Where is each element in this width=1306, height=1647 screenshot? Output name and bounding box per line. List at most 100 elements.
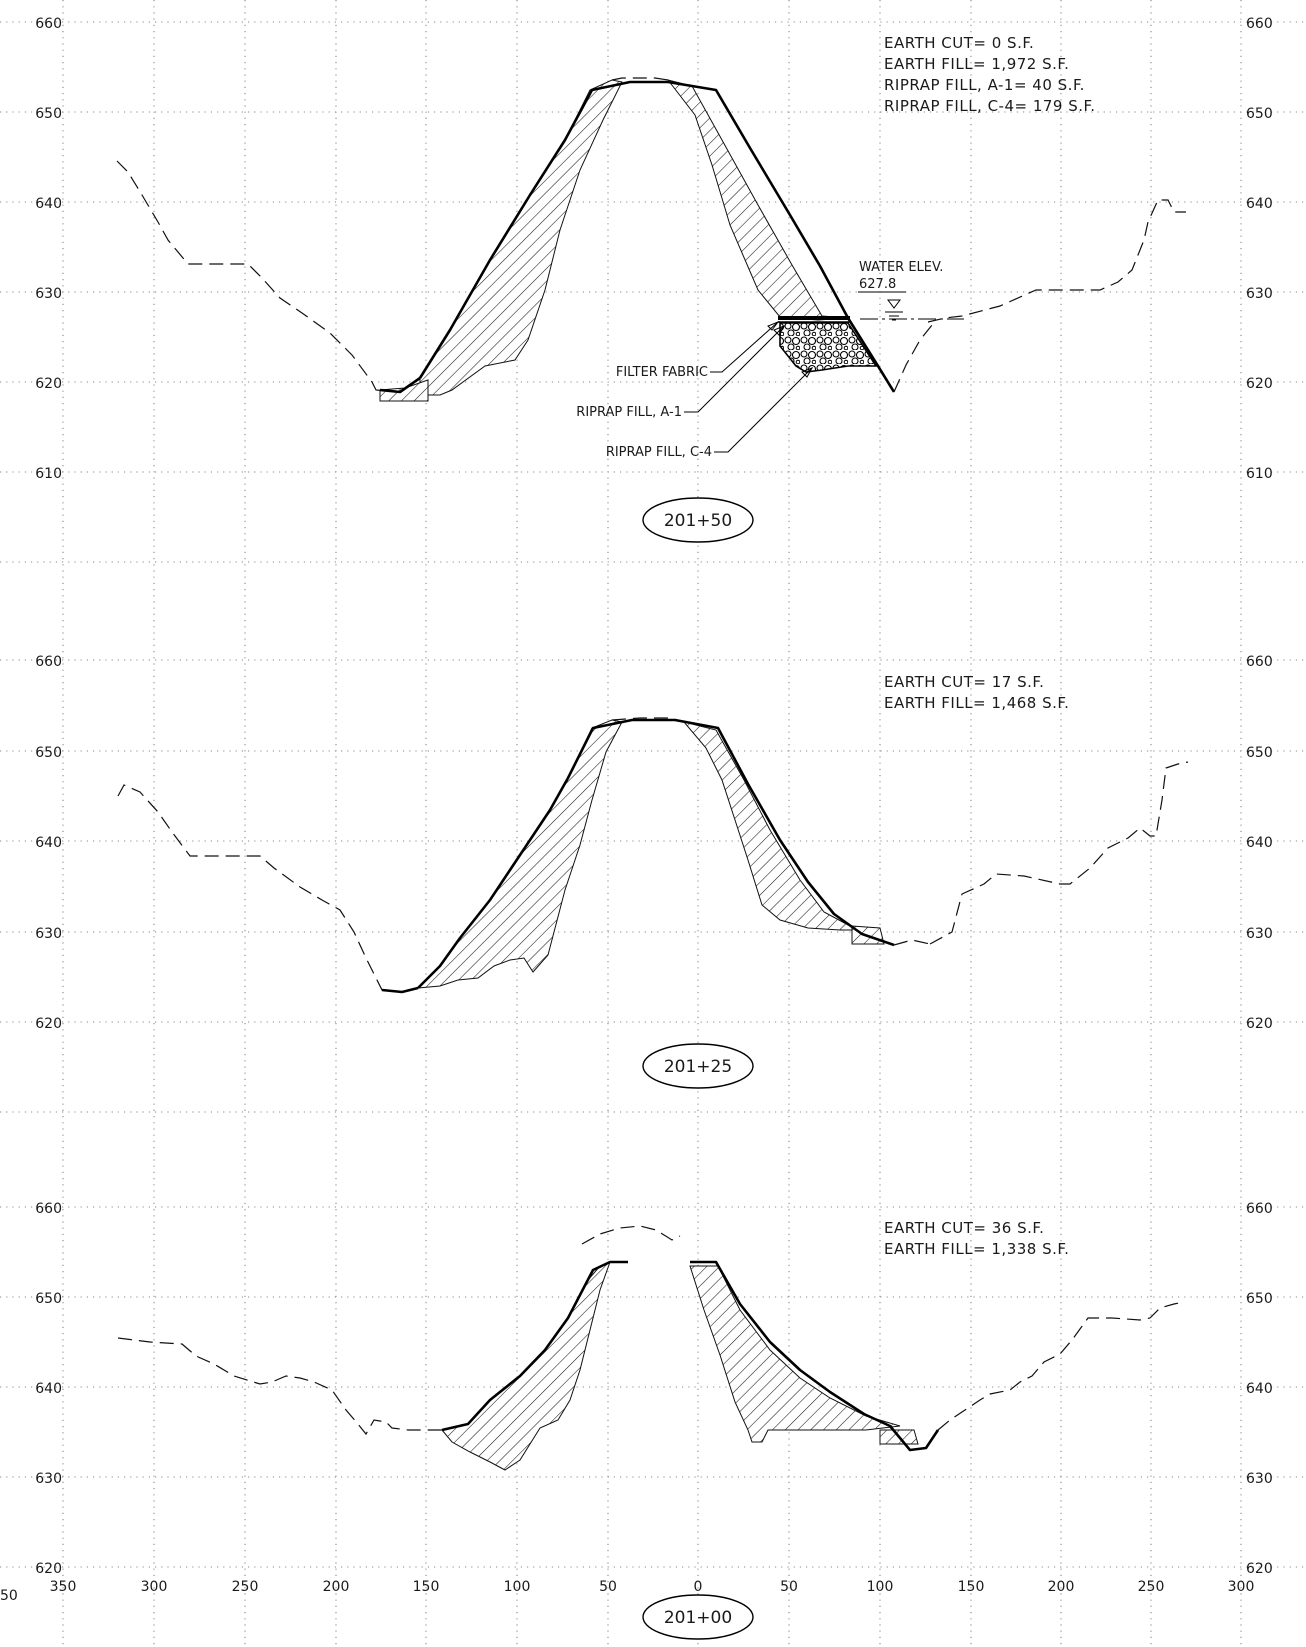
elevation-label: 620: [1246, 1561, 1273, 1577]
quantity-notes: EARTH CUT= 0 S.F. EARTH FILL= 1,972 S.F.…: [884, 34, 1096, 115]
offset-label: 250: [1138, 1579, 1165, 1595]
elevation-label: 640: [1246, 1381, 1273, 1397]
section-201-00-left-elevations: 660 650 640 630 620: [35, 1201, 62, 1577]
section-201-25-right-elevations: 660 650 640 630 620: [1246, 654, 1273, 1032]
station-bubble: [642, 1594, 754, 1640]
section-201-50: 660 650 640 630 620 610 660 650 640 630 …: [35, 16, 1273, 543]
offset-label: 100: [867, 1579, 894, 1595]
offset-label: 200: [1048, 1579, 1075, 1595]
section-201-00-right-elevations: 660 650 640 630 620: [1246, 1201, 1273, 1577]
elevation-label: 620: [35, 1561, 62, 1577]
offset-label: 300: [141, 1579, 168, 1595]
existing-ground-line: [116, 77, 1186, 393]
elevation-label: 640: [1246, 196, 1273, 212]
quantity-note: EARTH CUT= 0 S.F.: [884, 34, 1034, 52]
earth-fill-area: [441, 1261, 611, 1471]
leader-riprap-a1: [684, 325, 785, 413]
station-bubble: [642, 497, 754, 543]
elevation-label: 660: [1246, 16, 1273, 32]
water-elevation-label: WATER ELEV.: [859, 260, 943, 275]
offset-label: 100: [504, 1579, 531, 1595]
leader-filter-fabric: [710, 321, 779, 373]
elevation-label: 620: [1246, 376, 1273, 392]
quantity-notes: EARTH CUT= 36 S.F. EARTH FILL= 1,338 S.F…: [884, 1219, 1069, 1258]
elevation-label: 610: [35, 466, 62, 482]
existing-ground-line: [117, 1225, 1185, 1436]
earth-fill-area: [689, 1265, 901, 1443]
existing-ground-line: [893, 939, 931, 946]
elevation-label: 630: [35, 926, 62, 942]
elevation-label: 640: [35, 196, 62, 212]
elevation-label: 630: [35, 286, 62, 302]
earth-fill-area: [682, 721, 873, 931]
proposed-section-line: [381, 986, 419, 994]
offset-label: 50: [599, 1579, 617, 1595]
section-201-50-right-elevations: 660 650 640 630 620 610: [1246, 16, 1273, 482]
elevation-label: 660: [35, 654, 62, 670]
earth-fill-area: [666, 79, 849, 321]
station-label: 201+50: [664, 511, 732, 531]
elevation-label: 630: [1246, 286, 1273, 302]
elevation-label: 650: [35, 106, 62, 122]
elevation-label: 620: [1246, 1016, 1273, 1032]
section-201-25-left-elevations: 660 650 640 630 620: [35, 654, 62, 1032]
offset-axis: 350 300 250 200 150 100 50 0 50 100 150 …: [0, 1579, 1254, 1604]
proposed-section-line: [379, 376, 421, 394]
elevation-label: 630: [35, 1471, 62, 1487]
quantity-note: EARTH FILL= 1,468 S.F.: [884, 694, 1069, 712]
quantity-note: RIPRAP FILL, A-1= 40 S.F.: [884, 76, 1085, 94]
section-201-25: 660 650 640 630 620 660 650 640 630 620 …: [35, 654, 1273, 1089]
arrow-icon: [801, 367, 814, 378]
elevation-label: 660: [1246, 654, 1273, 670]
elevation-label: 650: [1246, 745, 1273, 761]
earth-fill-area: [419, 79, 623, 396]
elevation-label: 640: [35, 835, 62, 851]
existing-ground-line: [117, 717, 1189, 993]
edge-offset-label: 50: [0, 1588, 18, 1604]
water-elevation-marker: WATER ELEV. 627.8: [858, 260, 943, 321]
elevation-label: 620: [35, 1016, 62, 1032]
elevation-label: 650: [35, 745, 62, 761]
existing-ground-line: [893, 324, 933, 393]
offset-label: 150: [413, 1579, 440, 1595]
callout-filter-fabric: FILTER FABRIC: [616, 365, 708, 380]
callout-riprap-a1: RIPRAP FILL, A-1: [576, 405, 682, 420]
elevation-label: 630: [1246, 1471, 1273, 1487]
offset-label: 200: [323, 1579, 350, 1595]
quantity-note: EARTH FILL= 1,338 S.F.: [884, 1240, 1069, 1258]
callouts: FILTER FABRIC RIPRAP FILL, A-1 RIPRAP FI…: [576, 320, 814, 460]
section-201-50-left-elevations: 660 650 640 630 620 610: [35, 16, 62, 482]
quantity-note: EARTH CUT= 36 S.F.: [884, 1219, 1044, 1237]
quantity-note: EARTH CUT= 17 S.F.: [884, 673, 1044, 691]
elevation-label: 610: [1246, 466, 1273, 482]
offset-label: 350: [50, 1579, 77, 1595]
elevation-label: 660: [35, 1201, 62, 1217]
offset-label: 0: [694, 1579, 703, 1595]
offset-label: 250: [232, 1579, 259, 1595]
proposed-section-line: [441, 1260, 940, 1452]
arrow-icon: [767, 320, 780, 331]
proposed-section-line: [418, 80, 896, 393]
offset-label: 50: [780, 1579, 798, 1595]
leader-riprap-c4: [714, 367, 813, 453]
offset-label: 150: [958, 1579, 985, 1595]
water-elevation-value: 627.8: [859, 277, 896, 292]
station-bubble: [642, 1043, 754, 1089]
elevation-label: 650: [35, 1291, 62, 1307]
elevation-label: 660: [35, 16, 62, 32]
quantity-notes: EARTH CUT= 17 S.F. EARTH FILL= 1,468 S.F…: [884, 673, 1069, 712]
elevation-label: 640: [35, 1381, 62, 1397]
station-label: 201+25: [664, 1057, 732, 1077]
proposed-section-line: [417, 718, 895, 989]
quantity-note: RIPRAP FILL, C-4= 179 S.F.: [884, 97, 1096, 115]
elevation-label: 640: [1246, 835, 1273, 851]
elevation-label: 620: [35, 376, 62, 392]
elevation-label: 650: [1246, 106, 1273, 122]
water-symbol-icon: [885, 299, 903, 321]
elevation-label: 630: [1246, 926, 1273, 942]
section-201-00: 660 650 640 630 620 660 650 640 630 620 …: [35, 1201, 1273, 1640]
arrow-icon: [773, 325, 786, 336]
offset-label: 300: [1228, 1579, 1255, 1595]
riprap-fill-c4: [779, 322, 878, 373]
